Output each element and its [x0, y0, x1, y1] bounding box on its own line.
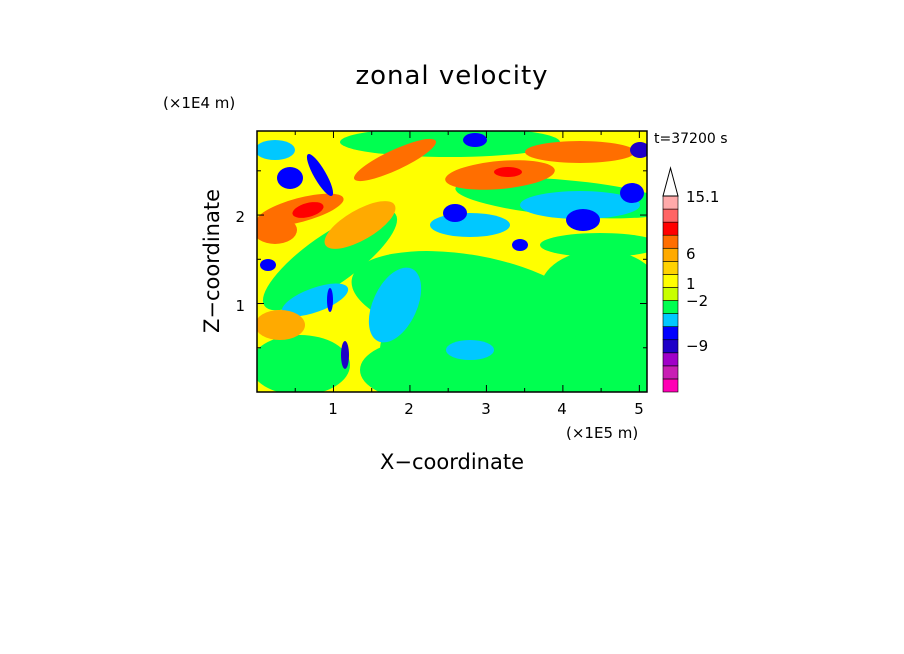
field-patch-18: [353, 138, 437, 182]
field-patch-12: [257, 140, 295, 160]
time-label: t=37200 s: [654, 131, 728, 147]
field-patch-33: [630, 142, 647, 158]
field-patch-9: [446, 340, 494, 360]
x-axis: [294, 131, 640, 392]
field-patch-29: [512, 239, 528, 251]
colorbar-swatch: [662, 300, 679, 314]
y-tick-label-1: 1: [235, 297, 245, 315]
colorbar-label-6: 6: [686, 245, 696, 263]
colorbar-swatch: [662, 287, 679, 301]
field-patch-30: [463, 133, 487, 147]
field-patch-34: [341, 341, 349, 369]
chart-title: zonal velocity: [355, 61, 548, 91]
field-patch-32: [327, 288, 333, 312]
field-patch-31: [260, 259, 276, 271]
contour-field: [257, 131, 647, 392]
colorbar: [662, 166, 679, 393]
x-tick-label-3: 3: [481, 400, 491, 418]
colorbar-swatch: [662, 247, 679, 262]
field-patch-19: [257, 216, 297, 244]
colorbar-swatch: [662, 274, 679, 288]
field-patch-25: [306, 154, 334, 196]
x-tick-label-1: 1: [328, 400, 338, 418]
x-scale-label: (×1E5 m): [566, 424, 638, 442]
x-tick-label-4: 4: [557, 400, 567, 418]
field-patch-17: [525, 141, 635, 163]
colorbar-swatch: [662, 208, 679, 223]
colorbar-extend-arrow: [662, 166, 679, 197]
field-patch-13: [520, 191, 640, 219]
field-patch-2: [540, 250, 647, 330]
plot-frame: [256, 130, 648, 393]
colorbar-swatch: [662, 234, 679, 249]
colorbar-swatch: [662, 378, 679, 393]
colorbar-label-minus-9: −9: [686, 337, 708, 355]
field-patch-27: [566, 209, 600, 231]
field-patch-26: [443, 204, 467, 222]
field-patch-22: [292, 202, 324, 218]
field-patch-23: [494, 167, 522, 177]
field-patch-21: [257, 310, 305, 340]
y-tick-label-2: 2: [235, 208, 245, 226]
field-patch-11: [368, 267, 422, 343]
field-patch-24: [277, 167, 303, 189]
x-tick-label-5: 5: [634, 400, 644, 418]
colorbar-label-15-1: 15.1: [686, 188, 719, 206]
x-axis-label: X−coordinate: [380, 450, 524, 474]
y-axis-label: Z−coordinate: [200, 189, 224, 333]
field-patch-14: [430, 213, 510, 237]
x-tick-label-2: 2: [404, 400, 414, 418]
colorbar-swatch: [662, 261, 679, 275]
colorbar-swatch: [662, 221, 679, 236]
colorbar-label-1: 1: [686, 275, 696, 293]
colorbar-swatch: [662, 313, 679, 327]
colorbar-swatch: [662, 365, 679, 380]
field-patch-4: [257, 335, 350, 392]
colorbar-swatch: [662, 195, 679, 210]
field-patch-28: [620, 183, 644, 203]
colorbar-label-minus-2: −2: [686, 292, 708, 310]
y-scale-label: (×1E4 m): [163, 94, 235, 112]
colorbar-swatch: [662, 339, 679, 354]
field-patch-8: [540, 233, 647, 257]
colorbar-swatch: [662, 326, 679, 341]
colorbar-swatch: [662, 352, 679, 367]
y-axis: [257, 170, 647, 349]
field-patch-20: [324, 201, 396, 249]
